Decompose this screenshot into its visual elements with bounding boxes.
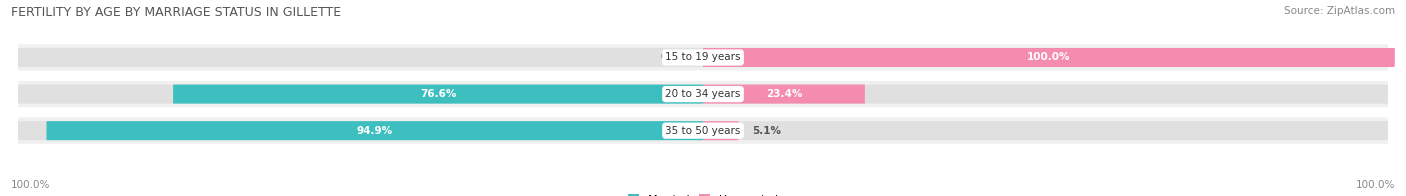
FancyBboxPatch shape — [703, 121, 738, 140]
Text: 5.1%: 5.1% — [752, 126, 782, 136]
Text: 100.0%: 100.0% — [1028, 53, 1070, 63]
Text: 100.0%: 100.0% — [1355, 180, 1395, 190]
FancyBboxPatch shape — [703, 48, 1388, 67]
Text: 94.9%: 94.9% — [357, 126, 392, 136]
FancyBboxPatch shape — [703, 121, 1388, 140]
FancyBboxPatch shape — [18, 84, 703, 104]
FancyBboxPatch shape — [703, 84, 865, 104]
Text: 100.0%: 100.0% — [11, 180, 51, 190]
Text: 35 to 50 years: 35 to 50 years — [665, 126, 741, 136]
FancyBboxPatch shape — [18, 121, 703, 140]
FancyBboxPatch shape — [703, 48, 1395, 67]
Text: FERTILITY BY AGE BY MARRIAGE STATUS IN GILLETTE: FERTILITY BY AGE BY MARRIAGE STATUS IN G… — [11, 6, 342, 19]
Text: 0.0%: 0.0% — [661, 53, 689, 63]
Text: 23.4%: 23.4% — [766, 89, 801, 99]
FancyBboxPatch shape — [18, 48, 703, 67]
Text: 15 to 19 years: 15 to 19 years — [665, 53, 741, 63]
FancyBboxPatch shape — [173, 84, 703, 104]
Legend: Married, Unmarried: Married, Unmarried — [623, 190, 783, 196]
Text: 76.6%: 76.6% — [420, 89, 456, 99]
Text: Source: ZipAtlas.com: Source: ZipAtlas.com — [1284, 6, 1395, 16]
FancyBboxPatch shape — [46, 121, 703, 140]
FancyBboxPatch shape — [18, 117, 1388, 144]
Text: 20 to 34 years: 20 to 34 years — [665, 89, 741, 99]
FancyBboxPatch shape — [18, 81, 1388, 107]
FancyBboxPatch shape — [18, 44, 1388, 71]
FancyBboxPatch shape — [703, 84, 1388, 104]
